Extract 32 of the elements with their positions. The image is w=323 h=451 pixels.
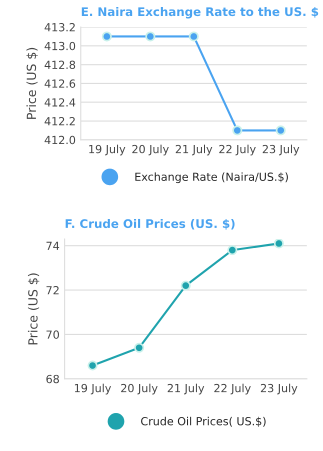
x-tick-label: 19 July	[74, 384, 112, 394]
y-tick-label: 412.8	[44, 60, 76, 70]
x-tick-label: 19 July	[89, 144, 126, 156]
y-tick-label: 70	[46, 330, 59, 339]
legend-label: Crude Oil Prices( US.$)	[141, 416, 266, 427]
y-tick-label: 68	[46, 374, 59, 384]
x-tick-label: 20 July	[132, 144, 169, 156]
x-tick-label: 21 July	[168, 384, 204, 394]
x-tick-label: 23 July	[260, 384, 298, 394]
y-tick-label: 413.0	[44, 42, 76, 50]
point	[180, 280, 191, 291]
legend-label: Exchange Rate (Naira/US.$)	[135, 172, 288, 184]
point	[88, 360, 98, 371]
x-tick-label: 22 July	[219, 144, 256, 156]
y-tick-label: 412.2	[44, 116, 75, 126]
point	[134, 342, 144, 353]
y-tick-label: 74	[46, 242, 60, 250]
y-axis-title: Price (US $)	[26, 48, 38, 119]
point	[227, 245, 238, 256]
y-tick-label: 72	[46, 286, 59, 294]
y-tick-label: 412.0	[44, 136, 76, 144]
x-tick-label: 23 July	[262, 144, 300, 156]
point	[274, 239, 284, 248]
y-tick-label: 412.4	[44, 98, 76, 106]
x-tick-label: 21 July	[176, 144, 212, 156]
x-tick-label: 20 July	[121, 384, 158, 394]
y-axis-title: Price (US $)	[28, 273, 40, 344]
chart-title: E. Naira Exchange Rate to the US. $	[82, 6, 318, 18]
y-tick-label: 412.6	[44, 79, 76, 88]
y-tick-label: 413.2	[44, 23, 75, 32]
chart-title: F. Crude Oil Prices (US. $)	[66, 218, 235, 230]
x-tick-label: 22 July	[214, 384, 251, 394]
